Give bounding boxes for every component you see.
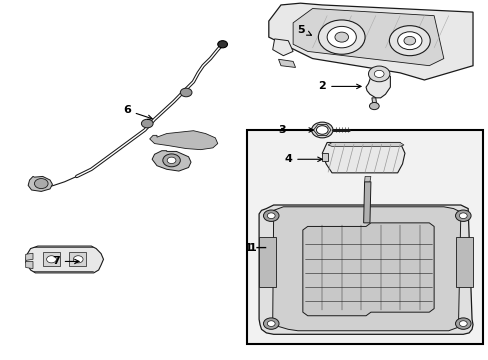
Circle shape: [73, 256, 83, 263]
Polygon shape: [272, 39, 292, 56]
Polygon shape: [363, 182, 370, 223]
Polygon shape: [26, 253, 33, 260]
Polygon shape: [272, 207, 460, 331]
Circle shape: [373, 70, 383, 77]
Circle shape: [167, 157, 176, 163]
Circle shape: [163, 154, 180, 167]
Circle shape: [334, 32, 348, 42]
Circle shape: [403, 36, 415, 45]
Text: 1—: 1—: [248, 243, 267, 253]
Circle shape: [397, 32, 421, 50]
Polygon shape: [322, 143, 404, 173]
Polygon shape: [371, 98, 376, 105]
Polygon shape: [259, 237, 276, 287]
Circle shape: [369, 103, 378, 110]
Text: 4: 4: [284, 154, 322, 164]
Bar: [42, 252, 60, 266]
Circle shape: [311, 122, 332, 138]
Polygon shape: [366, 73, 389, 98]
Circle shape: [318, 20, 365, 54]
Polygon shape: [149, 131, 217, 150]
Circle shape: [316, 126, 327, 134]
Polygon shape: [302, 223, 433, 316]
Polygon shape: [152, 151, 191, 171]
Polygon shape: [26, 261, 33, 269]
Polygon shape: [364, 176, 370, 182]
Polygon shape: [455, 237, 472, 287]
Circle shape: [458, 213, 466, 219]
Circle shape: [368, 66, 389, 82]
Circle shape: [326, 26, 356, 48]
Text: 1: 1: [244, 243, 252, 253]
Text: 2: 2: [318, 81, 360, 91]
Circle shape: [34, 179, 48, 189]
Circle shape: [267, 213, 275, 219]
Circle shape: [180, 88, 192, 97]
Polygon shape: [268, 3, 472, 80]
Polygon shape: [278, 59, 295, 67]
Circle shape: [141, 119, 153, 128]
Polygon shape: [28, 176, 52, 192]
Polygon shape: [292, 9, 443, 66]
Circle shape: [267, 321, 275, 327]
Text: 6: 6: [122, 105, 152, 120]
Circle shape: [217, 41, 227, 48]
Circle shape: [388, 26, 429, 56]
Text: 3: 3: [278, 125, 313, 135]
Polygon shape: [322, 153, 327, 161]
Bar: [69, 252, 86, 266]
Bar: [246, 130, 482, 344]
Polygon shape: [259, 205, 472, 334]
Circle shape: [455, 318, 470, 329]
Polygon shape: [327, 143, 403, 147]
Circle shape: [455, 210, 470, 221]
Circle shape: [458, 321, 466, 327]
Polygon shape: [26, 246, 103, 273]
Text: 5: 5: [297, 25, 311, 35]
Circle shape: [263, 318, 279, 329]
Circle shape: [46, 256, 56, 263]
Circle shape: [263, 210, 279, 221]
Text: 7: 7: [52, 256, 79, 266]
